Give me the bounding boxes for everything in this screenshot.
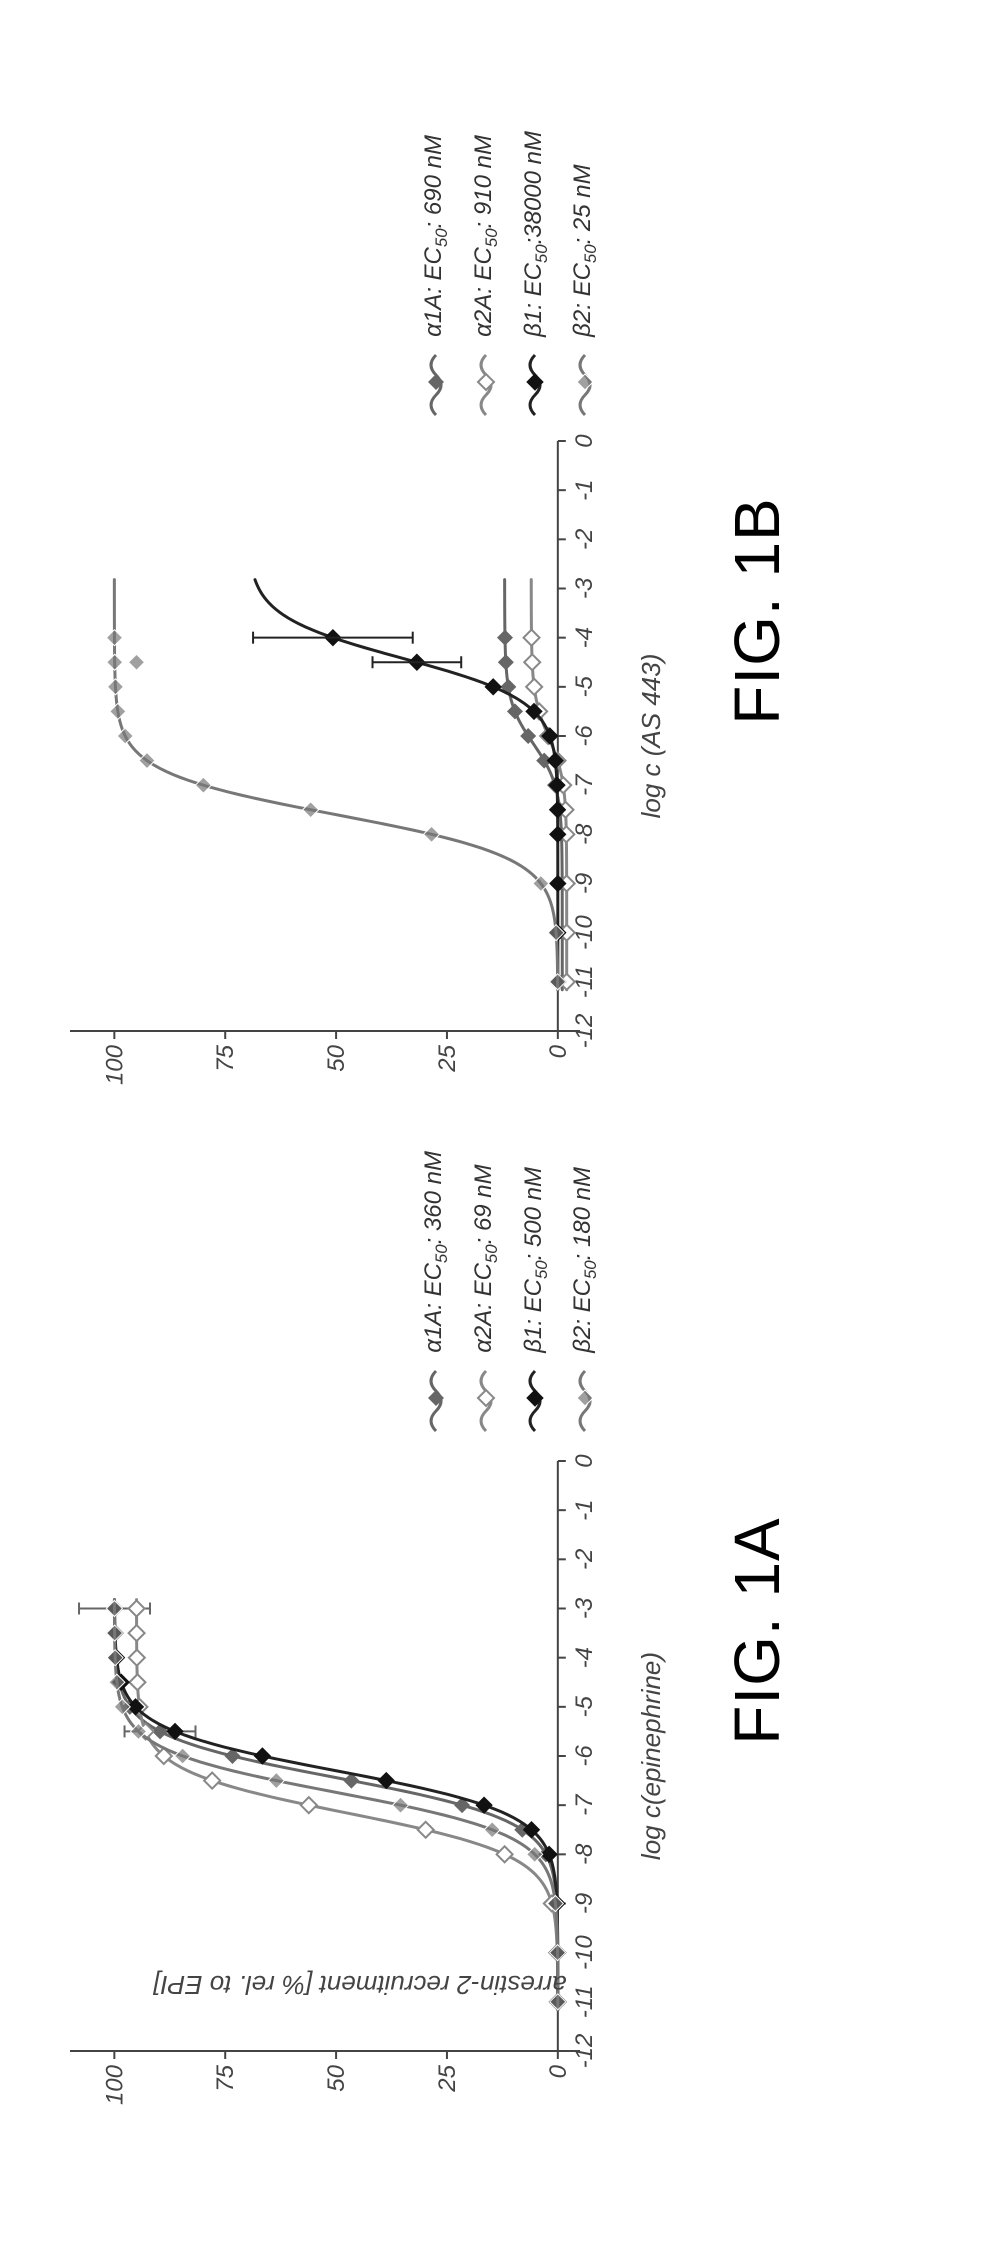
svg-text:25: 25 bbox=[434, 2064, 461, 2092]
svg-text:75: 75 bbox=[212, 2064, 239, 2091]
svg-text:-12: -12 bbox=[571, 1014, 598, 1049]
legend-label-a1A: α1A: EC50: 690 nM bbox=[420, 135, 452, 337]
svg-text:-12: -12 bbox=[571, 2034, 598, 2069]
svg-text:-7: -7 bbox=[571, 1793, 598, 1816]
svg-text:25: 25 bbox=[434, 1044, 461, 1072]
legend-item-b1: β1: EC50:38000 nM bbox=[520, 131, 552, 417]
svg-text:-5: -5 bbox=[571, 676, 598, 698]
svg-text:-9: -9 bbox=[571, 1893, 598, 1914]
legend-label-a2A: α2A: EC50: 69 nM bbox=[470, 1164, 502, 1352]
svg-text:0: 0 bbox=[545, 1044, 572, 1058]
svg-text:-5: -5 bbox=[571, 1696, 598, 1718]
svg-text:-8: -8 bbox=[571, 1843, 598, 1865]
svg-text:-7: -7 bbox=[571, 773, 598, 796]
chart-fig1a: -12-11-10-9-8-7-6-5-4-3-2-100255075100lo… bbox=[40, 1141, 680, 2121]
svg-text:0: 0 bbox=[571, 434, 598, 448]
legend-item-b2: β2: EC50: 25 nM bbox=[569, 131, 601, 417]
figure-wrap: -12-11-10-9-8-7-6-5-4-3-2-100255075100lo… bbox=[0, 0, 1008, 2242]
legend-fig1a: α1A: EC50: 360 nM α2A: EC50: 69 nM β1: EC5… bbox=[420, 1151, 601, 1433]
panel-fig1b: -12-11-10-9-8-7-6-5-4-3-2-100255075100lo… bbox=[40, 121, 794, 1101]
svg-text:-2: -2 bbox=[571, 1549, 598, 1570]
svg-text:50: 50 bbox=[323, 1044, 350, 1071]
panels-row: -12-11-10-9-8-7-6-5-4-3-2-100255075100lo… bbox=[0, 0, 794, 2242]
legend-item-a1A: α1A: EC50: 360 nM bbox=[420, 1151, 452, 1433]
legend-item-b1: β1: EC50: 500 nM bbox=[520, 1151, 552, 1433]
svg-text:log c (AS 443): log c (AS 443) bbox=[636, 654, 666, 819]
legend-item-a1A: α1A: EC50: 690 nM bbox=[420, 131, 452, 417]
svg-text:log c(epinephrine): log c(epinephrine) bbox=[636, 1652, 666, 1860]
svg-text:100: 100 bbox=[101, 2064, 128, 2105]
ylabel: arrestin-2 recruitment [% rel. to EPI] bbox=[153, 1969, 566, 2000]
legend-item-a2A: α2A: EC50: 910 nM bbox=[470, 131, 502, 417]
svg-text:-10: -10 bbox=[571, 1935, 598, 1970]
legend-label-b1: β1: EC50: 500 nM bbox=[520, 1167, 552, 1353]
svg-text:-2: -2 bbox=[571, 529, 598, 550]
caption-fig1b: FIG. 1B bbox=[720, 497, 794, 725]
svg-text:-6: -6 bbox=[571, 1745, 598, 1767]
svg-text:-4: -4 bbox=[571, 627, 598, 648]
svg-text:0: 0 bbox=[545, 2064, 572, 2078]
svg-text:-11: -11 bbox=[571, 1985, 598, 2018]
legend-label-b2: β2: EC50: 180 nM bbox=[569, 1167, 601, 1353]
legend-label-a2A: α2A: EC50: 910 nM bbox=[470, 135, 502, 337]
svg-text:75: 75 bbox=[212, 1044, 239, 1071]
legend-item-a2A: α2A: EC50: 69 nM bbox=[470, 1151, 502, 1433]
svg-text:50: 50 bbox=[323, 2064, 350, 2091]
svg-text:-4: -4 bbox=[571, 1647, 598, 1668]
svg-text:-6: -6 bbox=[571, 725, 598, 747]
chart-fig1b: -12-11-10-9-8-7-6-5-4-3-2-100255075100lo… bbox=[40, 121, 680, 1101]
svg-text:-3: -3 bbox=[571, 1597, 598, 1619]
legend-label-a1A: α1A: EC50: 360 nM bbox=[420, 1151, 452, 1353]
svg-text:-1: -1 bbox=[571, 1499, 598, 1520]
caption-fig1a: FIG. 1A bbox=[720, 1517, 794, 1745]
legend-label-b1: β1: EC50:38000 nM bbox=[520, 131, 552, 337]
svg-text:0: 0 bbox=[571, 1454, 598, 1468]
svg-text:-1: -1 bbox=[571, 479, 598, 500]
panel-fig1a: -12-11-10-9-8-7-6-5-4-3-2-100255075100lo… bbox=[40, 1141, 794, 2121]
legend-label-b2: β2: EC50: 25 nM bbox=[569, 164, 601, 336]
legend-item-b2: β2: EC50: 180 nM bbox=[569, 1151, 601, 1433]
legend-fig1b: α1A: EC50: 690 nM α2A: EC50: 910 nM β1: EC… bbox=[420, 131, 601, 417]
svg-text:100: 100 bbox=[101, 1044, 128, 1085]
svg-text:-3: -3 bbox=[571, 577, 598, 599]
